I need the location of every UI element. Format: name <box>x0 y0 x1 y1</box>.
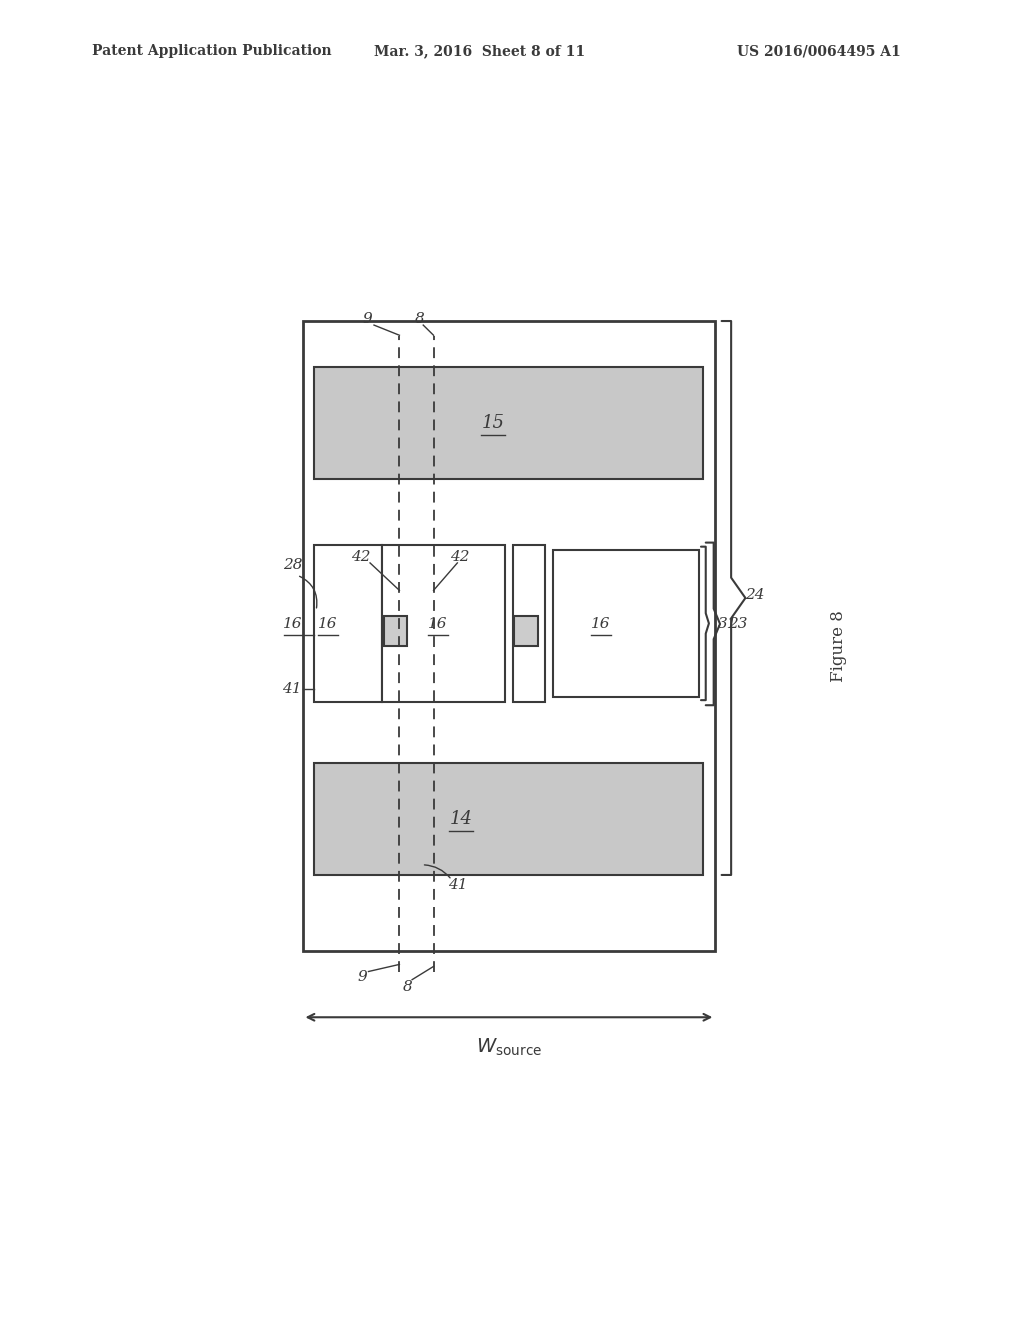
Bar <box>553 549 699 697</box>
Text: 8: 8 <box>415 312 425 326</box>
Text: 16: 16 <box>318 616 338 631</box>
Text: 16: 16 <box>284 616 303 631</box>
Text: 14: 14 <box>450 810 473 828</box>
Bar <box>314 545 382 702</box>
Text: 28: 28 <box>284 558 303 572</box>
Text: 41: 41 <box>283 682 302 696</box>
Text: 24: 24 <box>745 589 765 602</box>
Text: 9: 9 <box>362 312 373 326</box>
Bar <box>314 763 703 875</box>
Text: 15: 15 <box>481 413 505 432</box>
Text: Figure 8: Figure 8 <box>829 610 847 682</box>
Text: $W_\mathrm{source}$: $W_\mathrm{source}$ <box>476 1038 542 1059</box>
Bar <box>314 367 703 479</box>
Bar <box>303 321 715 952</box>
Bar <box>382 545 505 702</box>
Text: 16: 16 <box>428 616 447 631</box>
Text: Mar. 3, 2016  Sheet 8 of 11: Mar. 3, 2016 Sheet 8 of 11 <box>374 45 585 58</box>
Bar <box>513 545 545 702</box>
Text: 16: 16 <box>591 616 610 631</box>
Text: 42: 42 <box>450 550 469 564</box>
Text: 42: 42 <box>351 550 371 564</box>
Text: 9: 9 <box>357 970 367 983</box>
Bar <box>384 615 408 647</box>
Text: US 2016/0064495 A1: US 2016/0064495 A1 <box>737 45 901 58</box>
Bar <box>514 615 539 647</box>
Text: 8: 8 <box>402 979 413 994</box>
Text: 23: 23 <box>728 616 748 631</box>
Text: 41: 41 <box>447 878 467 892</box>
Text: Patent Application Publication: Patent Application Publication <box>92 45 332 58</box>
Text: 31: 31 <box>718 616 737 631</box>
